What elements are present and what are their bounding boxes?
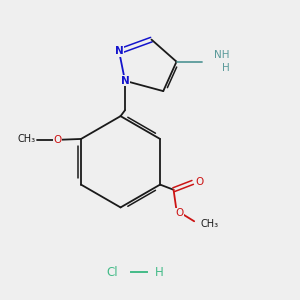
Text: O: O — [195, 177, 204, 187]
Text: H: H — [154, 266, 163, 279]
Text: O: O — [53, 135, 61, 145]
Text: CH₃: CH₃ — [200, 219, 218, 229]
Text: NH: NH — [214, 50, 230, 60]
Text: N: N — [115, 46, 124, 56]
Text: CH₃: CH₃ — [17, 134, 35, 144]
Text: H: H — [222, 63, 230, 73]
Text: Cl: Cl — [106, 266, 118, 279]
Text: O: O — [175, 208, 184, 218]
Text: N: N — [121, 76, 129, 86]
